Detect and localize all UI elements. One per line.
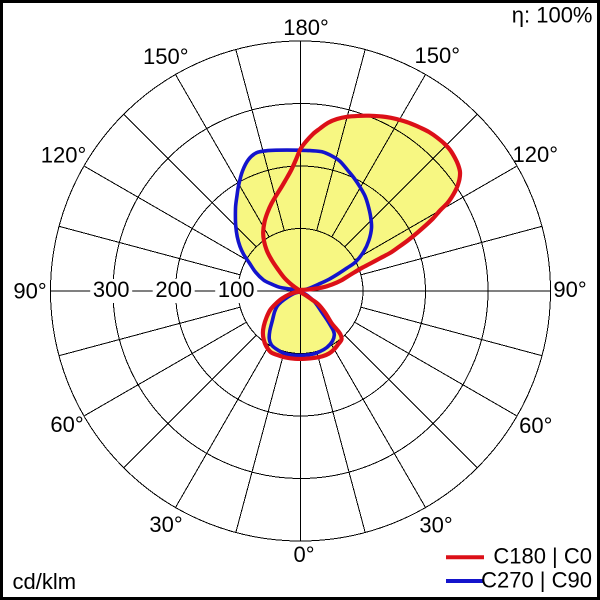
svg-text:60°: 60° (519, 413, 552, 438)
svg-text:150°: 150° (415, 43, 461, 68)
svg-text:60°: 60° (50, 412, 83, 437)
svg-text:30°: 30° (419, 513, 452, 538)
svg-text:100: 100 (218, 277, 255, 302)
svg-text:η: 100%: η: 100% (512, 3, 593, 28)
svg-text:cd/klm: cd/klm (13, 569, 77, 594)
svg-text:30°: 30° (149, 512, 182, 537)
svg-text:90°: 90° (13, 279, 46, 304)
svg-text:C270 | C90: C270 | C90 (481, 568, 592, 593)
svg-text:180°: 180° (283, 15, 329, 40)
svg-text:120°: 120° (513, 142, 559, 167)
svg-text:200: 200 (155, 277, 192, 302)
svg-text:120°: 120° (41, 143, 87, 168)
svg-text:0°: 0° (293, 542, 314, 567)
svg-text:150°: 150° (143, 44, 189, 69)
svg-text:90°: 90° (553, 277, 586, 302)
svg-text:C180 | C0: C180 | C0 (493, 544, 592, 569)
svg-text:300: 300 (93, 277, 130, 302)
